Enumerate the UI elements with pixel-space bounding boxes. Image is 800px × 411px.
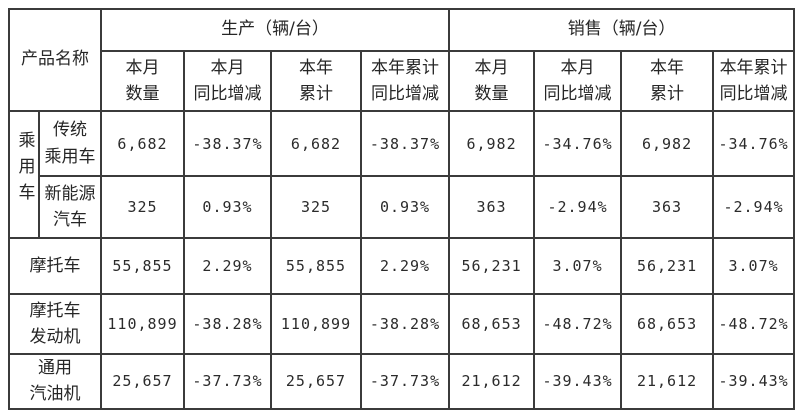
cell-prod-ytd-yoy: 0.93% [359, 175, 451, 239]
table-row: 摩托车 发动机 110,899 -38.28% 110,899 -38.28% … [8, 293, 796, 355]
label-line: 汽车 [53, 210, 87, 230]
cell-sales-month-qty: 363 [448, 175, 536, 239]
label-line: 汽油机 [29, 384, 81, 405]
col-header-sales-month-qty: 本月 数量 [448, 50, 536, 112]
cell-sales-ytd: 6,982 [620, 110, 715, 177]
cell-sales-month-yoy: -2.94% [533, 175, 623, 239]
col-header-sales-ytd-yoy: 本年累计 同比增减 [712, 50, 796, 112]
cell-prod-ytd-yoy: -38.37% [359, 110, 451, 177]
cell-sales-ytd-yoy: -2.94% [712, 175, 796, 239]
category-passenger-vehicle: 乘用车 [8, 110, 40, 239]
label-line: 通用 [38, 358, 72, 378]
product-name-header: 产品名称 [8, 8, 102, 112]
header-line: 本年累计 [719, 57, 788, 78]
header-line: 同比增减 [543, 84, 612, 104]
cell-prod-ytd: 6,682 [270, 110, 362, 177]
cell-prod-month-qty: 6,682 [100, 110, 185, 177]
header-row-columns: 本月 数量 本月 同比增减 本年 累计 本年累计 同比增减 本月 数量 本月 同… [9, 50, 796, 112]
cell-prod-ytd-yoy: -38.28% [359, 293, 451, 355]
table-row: 摩托车 55,855 2.29% 55,855 2.29% 56,231 3.0… [8, 237, 796, 295]
header-line: 本年 [299, 57, 333, 78]
cell-sales-ytd: 363 [620, 175, 715, 239]
cell-sales-month-yoy: -34.76% [533, 110, 623, 177]
table-row: 新能源 汽车 325 0.93% 325 0.93% 363 -2.94% 36… [9, 175, 796, 239]
cell-prod-month-qty: 325 [100, 175, 185, 239]
header-line: 本年 [650, 57, 685, 78]
header-line: 本月 [210, 57, 245, 78]
cell-sales-ytd: 68,653 [620, 293, 715, 355]
header-line: 本月 [125, 57, 160, 78]
cell-prod-month-qty: 55,855 [100, 237, 185, 295]
header-line: 数量 [474, 84, 509, 104]
cell-sales-month-qty: 68,653 [448, 293, 536, 355]
cell-prod-month-yoy: 2.29% [183, 237, 272, 295]
col-header-sales-ytd: 本年 累计 [620, 50, 715, 112]
label-line: 乘用车 [44, 146, 96, 167]
cell-sales-month-qty: 56,231 [448, 237, 536, 295]
production-group-header: 生产（辆/台） [99, 8, 451, 52]
cell-sales-ytd: 56,231 [620, 237, 715, 295]
label-line: 新能源 [44, 183, 96, 204]
cell-sales-month-qty: 6,982 [448, 110, 536, 177]
cell-sales-ytd-yoy: -34.76% [712, 110, 796, 177]
cell-sales-month-yoy: -48.72% [533, 293, 623, 355]
cell-sales-month-yoy: 3.07% [533, 237, 623, 295]
cell-prod-month-yoy: 0.93% [183, 175, 272, 239]
row-label-motorcycle-engine: 摩托车 发动机 [8, 293, 102, 355]
header-line: 同比增减 [719, 84, 788, 104]
col-header-prod-ytd: 本年 累计 [270, 50, 362, 112]
header-line: 数量 [125, 84, 160, 104]
row-label-traditional-passenger: 传统 乘用车 [38, 110, 102, 177]
category-label-vertical: 乘用车 [14, 131, 35, 210]
cell-prod-ytd: 55,855 [270, 237, 362, 295]
table-row: 通用 汽油机 25,657 -37.73% 25,657 -37.73% 21,… [8, 353, 796, 410]
header-line: 同比增减 [193, 84, 262, 104]
cell-prod-ytd-yoy: 2.29% [359, 237, 451, 295]
cell-sales-month-yoy: -39.43% [533, 353, 623, 410]
cell-sales-ytd: 21,612 [620, 353, 715, 410]
row-label-general-gasoline-engine: 通用 汽油机 [8, 353, 102, 410]
cell-prod-month-qty: 25,657 [100, 353, 185, 410]
col-header-prod-month-qty: 本月 数量 [100, 50, 185, 112]
label-line: 摩托车 [29, 300, 81, 321]
sales-group-header: 销售（辆/台） [448, 8, 796, 52]
col-header-sales-month-yoy: 本月 同比增减 [533, 50, 623, 112]
cell-sales-ytd-yoy: -39.43% [712, 353, 796, 410]
header-row-groups: 产品名称 生产（辆/台） 销售（辆/台） [8, 8, 796, 112]
cell-prod-month-yoy: -37.73% [183, 353, 272, 410]
cell-prod-month-qty: 110,899 [100, 293, 185, 355]
col-header-prod-month-yoy: 本月 同比增减 [183, 50, 272, 112]
cell-prod-ytd: 25,657 [270, 353, 362, 410]
cell-sales-month-qty: 21,612 [448, 353, 536, 410]
row-label-new-energy-vehicle: 新能源 汽车 [38, 175, 102, 239]
cell-sales-ytd-yoy: -48.72% [712, 293, 796, 355]
production-sales-table: 产品名称 生产（辆/台） 销售（辆/台） 本月 数量 本月 同比增减 本年 累计… [8, 8, 796, 410]
col-header-prod-ytd-yoy: 本年累计 同比增减 [359, 50, 451, 112]
table-row: 乘用车 传统 乘用车 6,682 -38.37% 6,682 -38.37% 6… [8, 110, 796, 239]
label-line: 摩托车 [29, 255, 81, 276]
row-label-motorcycle: 摩托车 [8, 237, 102, 295]
header-line: 本年累计 [371, 57, 440, 78]
header-line: 本月 [474, 57, 509, 78]
label-line: 发动机 [29, 327, 81, 347]
header-line: 累计 [299, 84, 333, 104]
label-line: 传统 [53, 120, 87, 141]
cell-prod-month-yoy: -38.28% [183, 293, 272, 355]
cell-sales-ytd-yoy: 3.07% [712, 237, 796, 295]
cell-prod-ytd-yoy: -37.73% [359, 353, 451, 410]
cell-prod-ytd: 110,899 [270, 293, 362, 355]
cell-prod-month-yoy: -38.37% [183, 110, 272, 177]
header-line: 同比增减 [371, 84, 440, 104]
cell-prod-ytd: 325 [270, 175, 362, 239]
header-line: 本月 [560, 57, 595, 78]
header-line: 累计 [650, 84, 685, 104]
